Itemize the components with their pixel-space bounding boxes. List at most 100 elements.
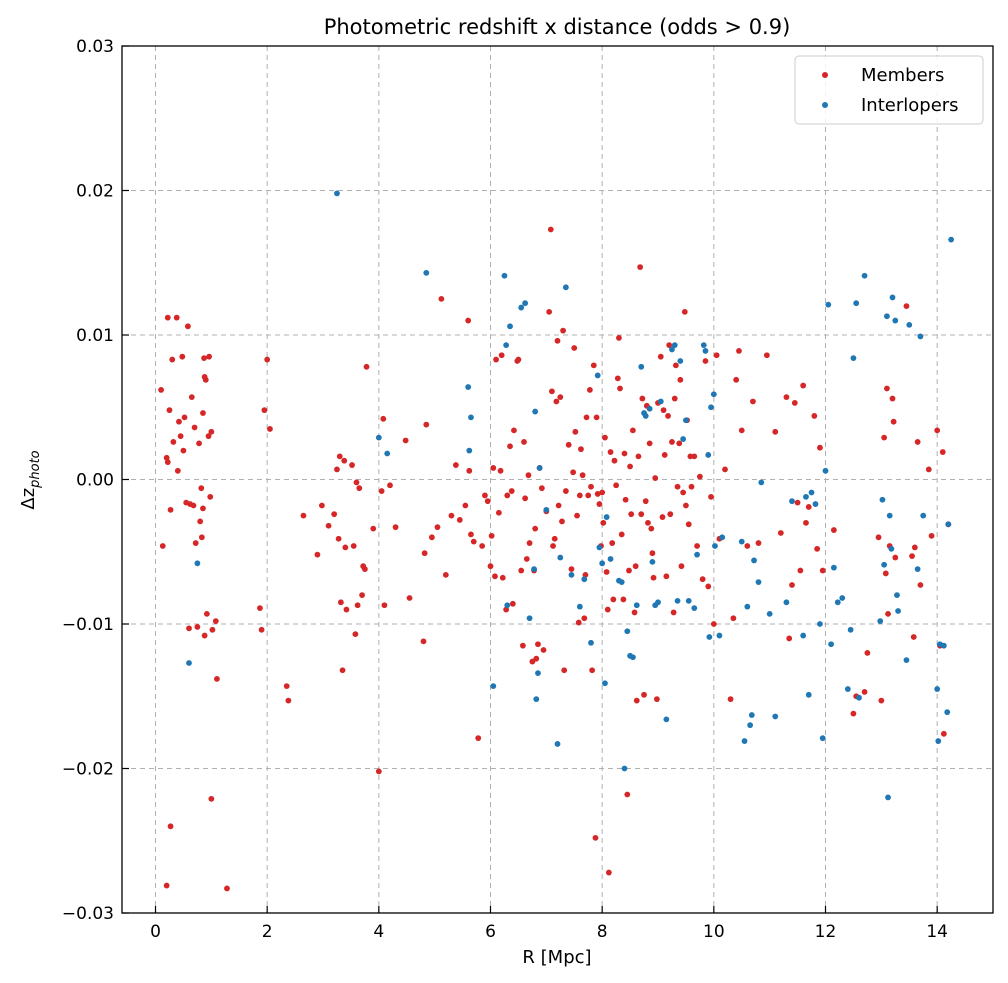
point-interlopers: [888, 545, 895, 552]
point-interlopers: [906, 321, 913, 328]
point-members: [428, 534, 435, 541]
point-members: [794, 499, 801, 506]
point-members: [565, 441, 572, 448]
point-members: [521, 439, 527, 445]
point-members: [257, 605, 263, 612]
point-members: [940, 730, 947, 737]
point-members: [610, 596, 617, 603]
point-members: [666, 342, 673, 349]
point-members: [637, 264, 644, 270]
point-members: [532, 525, 539, 532]
y-tick-label: 0.03: [76, 37, 114, 57]
point-members: [356, 485, 363, 492]
point-members: [928, 532, 935, 539]
point-members: [352, 631, 359, 638]
point-interlopers: [747, 722, 754, 729]
point-members: [670, 609, 677, 616]
point-members: [504, 492, 511, 499]
point-members: [672, 362, 679, 369]
y-tick-label: 0.00: [76, 471, 114, 491]
point-members: [653, 696, 660, 703]
point-interlopers: [384, 450, 391, 457]
point-interlopers: [885, 794, 891, 801]
point-members: [650, 574, 657, 581]
point-members: [814, 545, 821, 552]
point-members: [508, 488, 515, 494]
point-members: [744, 543, 751, 549]
point-members: [186, 625, 192, 632]
point-members: [540, 647, 547, 653]
point-interlopers: [751, 557, 757, 564]
point-members: [722, 466, 728, 473]
point-members: [196, 440, 202, 447]
y-tick-labels: −0.03 −0.02 −0.01 0.00 0.01 0.02 0.03: [62, 37, 114, 924]
point-interlopers: [543, 506, 550, 513]
point-members: [479, 543, 486, 549]
point-members: [750, 398, 756, 405]
point-members: [730, 615, 737, 622]
point-interlopers: [755, 579, 762, 585]
point-members: [574, 512, 580, 519]
point-members: [557, 394, 564, 401]
point-members: [568, 566, 575, 572]
point-interlopers: [532, 408, 539, 415]
point-interlopers: [772, 713, 779, 720]
point-members: [353, 479, 360, 486]
point-members: [622, 496, 629, 503]
point-interlopers: [935, 738, 942, 744]
point-members: [861, 689, 868, 695]
point-interlopers: [685, 597, 692, 604]
point-members: [525, 472, 532, 479]
point-members: [594, 491, 601, 497]
point-members: [738, 427, 745, 434]
point-members: [786, 635, 793, 642]
point-members: [579, 472, 586, 479]
point-members: [370, 525, 377, 532]
grid-lines: [122, 46, 993, 913]
point-interlopers: [940, 642, 947, 649]
axis-ticks: [122, 45, 938, 914]
point-members: [341, 457, 348, 464]
point-members: [683, 502, 689, 509]
point-members: [208, 428, 215, 435]
point-members: [811, 413, 818, 419]
point-members: [618, 531, 625, 538]
point-members: [609, 540, 616, 546]
point-members: [442, 571, 449, 578]
point-interlopers: [744, 603, 751, 610]
y-axis-label: Δzphoto: [18, 450, 43, 509]
point-members: [549, 388, 555, 395]
point-interlopers: [468, 414, 474, 421]
point-members: [659, 514, 666, 520]
point-members: [509, 600, 516, 607]
point-interlopers: [710, 391, 717, 398]
point-interlopers: [507, 323, 513, 330]
point-members: [819, 567, 826, 574]
series-members: [158, 226, 952, 892]
point-members: [392, 524, 399, 531]
legend-marker-members: [822, 72, 828, 78]
point-interlopers: [501, 272, 508, 279]
x-tick-labels: 0 2 4 6 8 10 12 14: [150, 922, 948, 942]
point-interlopers: [504, 602, 511, 609]
point-members: [267, 426, 273, 432]
point-members: [663, 573, 670, 580]
point-interlopers: [850, 355, 857, 362]
point-interlopers: [944, 709, 951, 716]
point-members: [617, 385, 623, 392]
point-members: [699, 576, 706, 583]
point-members: [602, 434, 608, 441]
point-interlopers: [599, 560, 606, 567]
point-members: [614, 375, 621, 382]
point-members: [188, 394, 195, 401]
point-members: [318, 502, 325, 509]
point-members: [325, 522, 332, 529]
point-members: [638, 511, 645, 518]
point-members: [264, 356, 271, 363]
point-members: [492, 573, 498, 580]
point-members: [911, 544, 918, 551]
point-interlopers: [812, 501, 819, 507]
point-members: [696, 473, 703, 480]
point-members: [562, 488, 569, 494]
